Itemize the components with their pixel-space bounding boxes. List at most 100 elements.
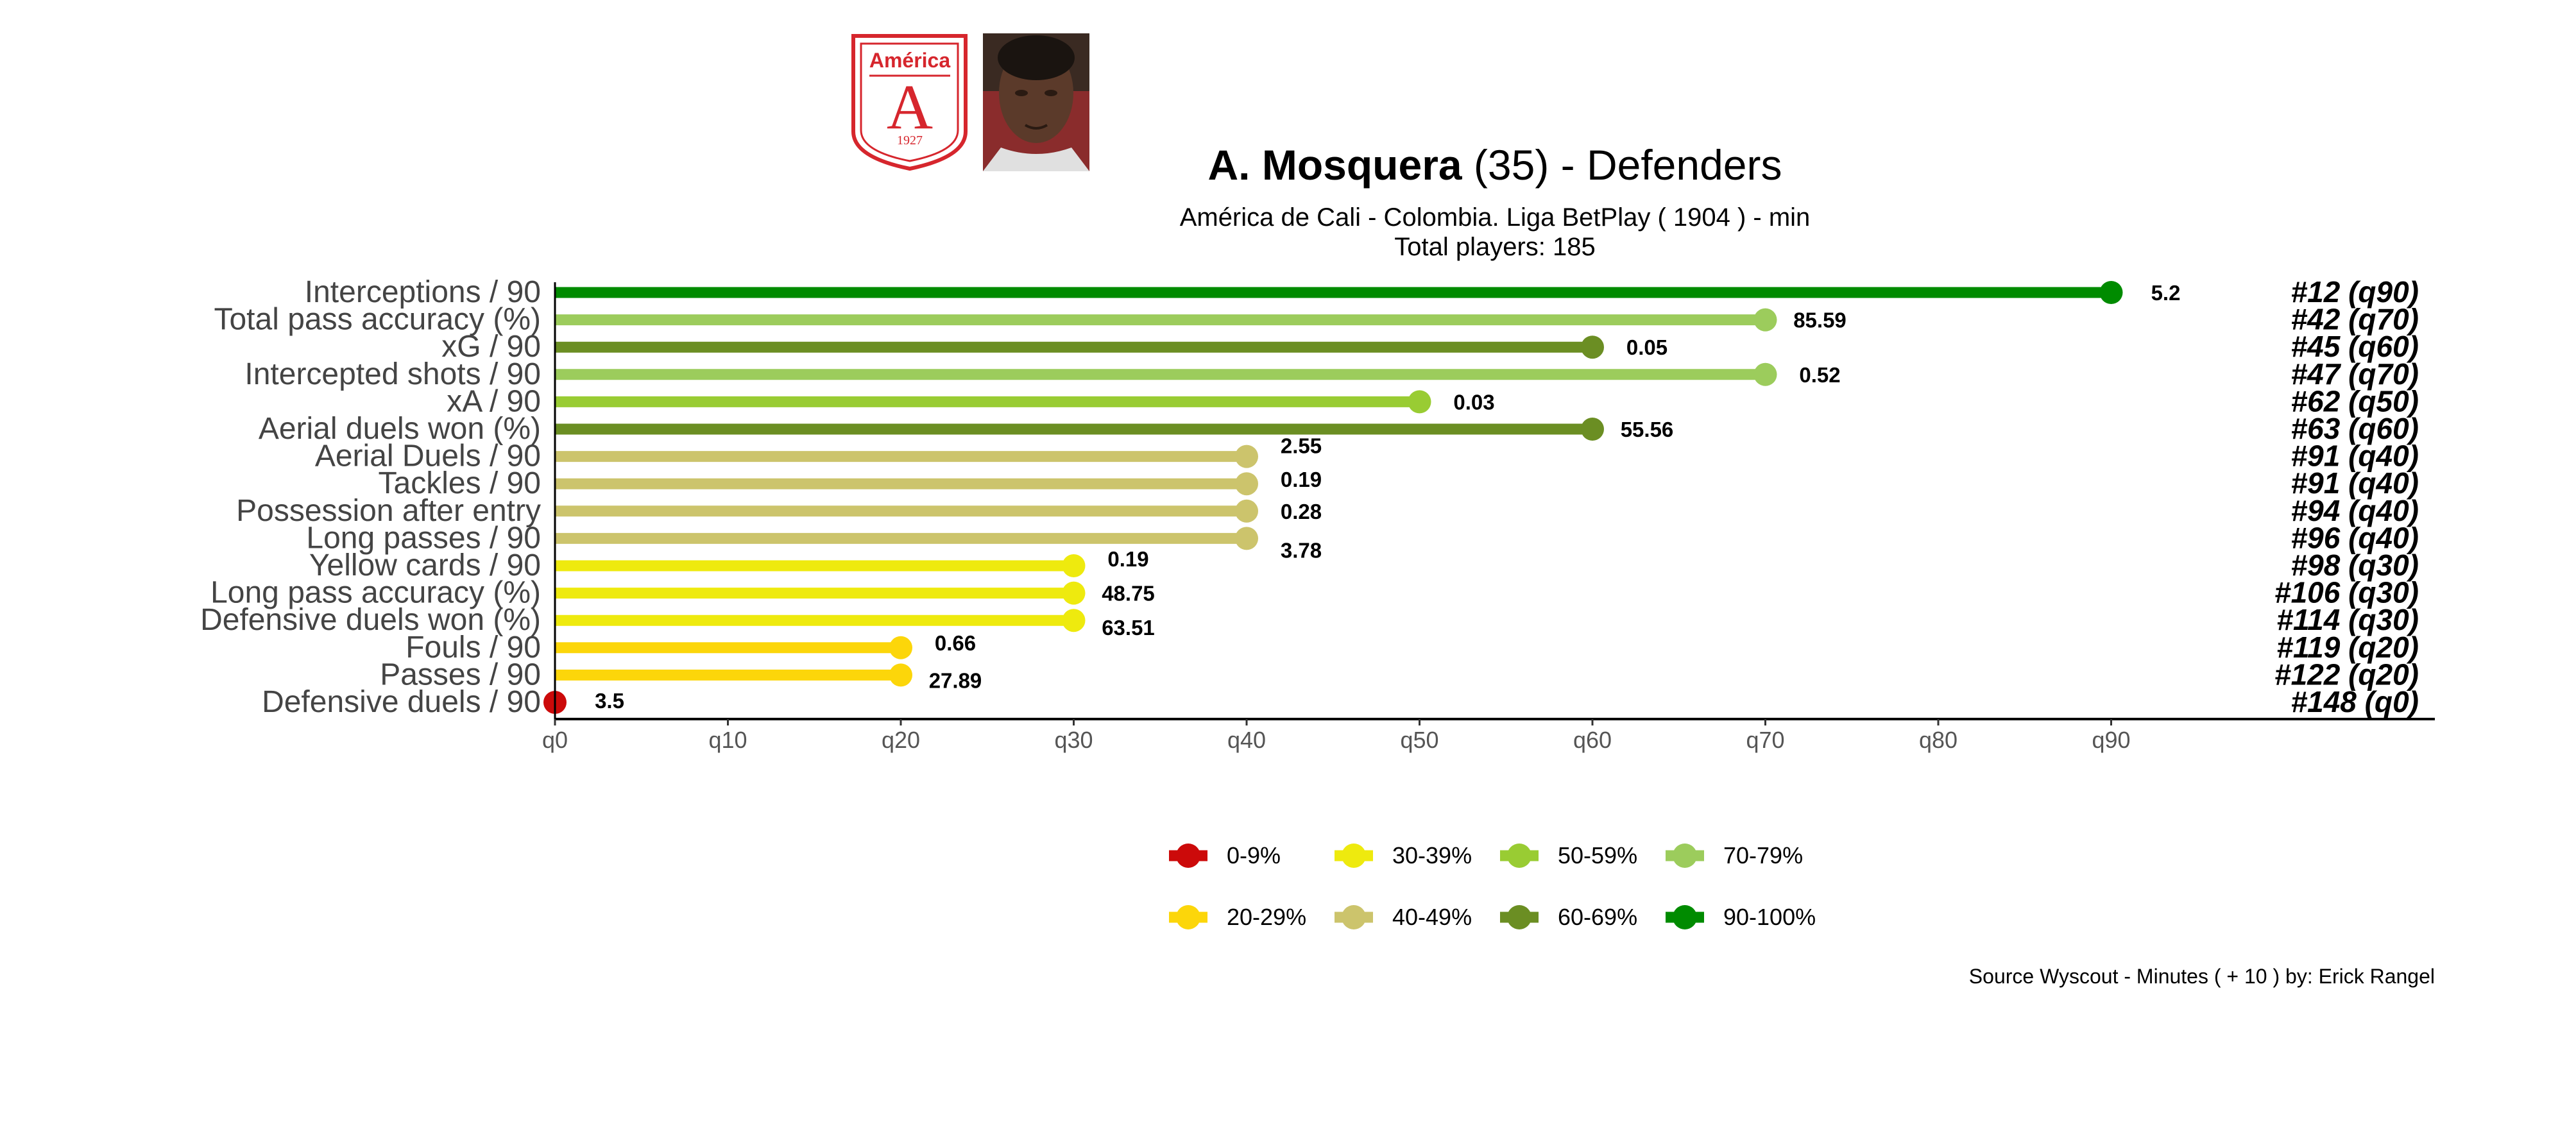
- value-label: 27.89: [929, 668, 982, 692]
- bar-endpoint: [889, 663, 912, 687]
- legend-label: 50-59%: [1558, 842, 1637, 869]
- bar-endpoint: [2099, 281, 2123, 304]
- legend-label: 40-49%: [1392, 904, 1472, 930]
- legend-swatch-dot: [1673, 844, 1697, 868]
- legend-swatch-dot: [1507, 905, 1531, 929]
- x-tick-label: q20: [882, 727, 920, 753]
- category-label: xA / 90: [447, 384, 541, 418]
- bar-endpoint: [1408, 390, 1431, 414]
- category-label: Long pass accuracy (%): [210, 576, 541, 610]
- rank-label: #94 (q40): [2291, 494, 2419, 527]
- value-label: 3.78: [1281, 538, 1322, 562]
- legend-swatch-dot: [1342, 844, 1366, 868]
- x-tick-label: q40: [1227, 727, 1266, 753]
- category-label: Passes / 90: [380, 657, 541, 691]
- value-label: 3.5: [595, 689, 624, 713]
- bar-endpoint: [889, 636, 912, 659]
- bar-endpoint: [1062, 554, 1086, 577]
- value-label: 0.28: [1281, 500, 1322, 523]
- legend-label: 30-39%: [1392, 842, 1472, 869]
- crest-year: 1927: [897, 133, 923, 148]
- chart-subtitle: América de Cali - Colombia. Liga BetPlay…: [1180, 203, 1811, 232]
- rank-label: #122 (q20): [2274, 657, 2419, 691]
- legend-label: 90-100%: [1723, 904, 1816, 930]
- value-label: 0.19: [1107, 547, 1148, 571]
- x-tick-label: q30: [1054, 727, 1093, 753]
- rank-label: #119 (q20): [2276, 631, 2419, 664]
- bar-endpoint: [1581, 418, 1604, 441]
- total-players: Total players: 185: [1394, 233, 1596, 261]
- legend-label: 20-29%: [1227, 904, 1306, 930]
- value-label: 85.59: [1793, 309, 1847, 332]
- value-label: 0.19: [1281, 468, 1322, 491]
- category-label: Defensive duels / 90: [262, 685, 541, 719]
- x-tick-label: q10: [708, 727, 747, 753]
- rank-label: #62 (q50): [2291, 384, 2419, 418]
- rank-label: #148 (q0): [2291, 685, 2419, 718]
- category-label: xG / 90: [441, 330, 541, 364]
- club-crest-logo: América A 1927: [851, 34, 968, 171]
- legend: 0-9% 30-39% 50-59% 70-79% 20-29% 40-49% 60-69%…: [1169, 842, 1816, 930]
- rank-label: #12 (q90): [2291, 275, 2419, 309]
- value-label: 5.2: [2151, 281, 2181, 305]
- category-label: Aerial duels won (%): [259, 412, 541, 446]
- rank-label: #91 (q40): [2291, 466, 2419, 500]
- bar-endpoint: [1753, 308, 1777, 332]
- bar-endpoint: [1235, 445, 1258, 468]
- category-label: Tackles / 90: [379, 466, 541, 500]
- value-label: 0.05: [1626, 335, 1668, 359]
- legend-label: 0-9%: [1227, 842, 1281, 869]
- x-tick-label: q50: [1400, 727, 1438, 753]
- value-label: 48.75: [1102, 582, 1155, 606]
- rank-label: #114 (q30): [2276, 603, 2419, 636]
- category-label: Total pass accuracy (%): [214, 303, 541, 337]
- category-label: Fouls / 90: [405, 631, 541, 665]
- legend-swatch-dot: [1176, 905, 1200, 929]
- bar-endpoint: [1753, 362, 1777, 386]
- category-label: Interceptions / 90: [305, 275, 541, 309]
- rank-label: #98 (q30): [2291, 548, 2419, 582]
- x-tick-label: q80: [1919, 727, 1958, 753]
- bar-endpoint: [1581, 335, 1604, 359]
- bar-endpoint: [1062, 609, 1086, 632]
- x-tick-label: q60: [1573, 727, 1612, 753]
- rank-label: #63 (q60): [2291, 412, 2419, 445]
- legend-swatch-dot: [1176, 844, 1200, 868]
- category-label: Long passes / 90: [306, 521, 541, 555]
- rank-label: #96 (q40): [2291, 521, 2419, 554]
- legend-swatch-dot: [1673, 905, 1697, 929]
- x-tick-label: q90: [2092, 727, 2130, 753]
- plot-area: Interceptions / 90 5.2 #12 (q90) Total pass…: [200, 275, 2435, 753]
- legend-swatch-dot: [1342, 905, 1366, 929]
- legend-label: 70-79%: [1723, 842, 1803, 869]
- value-label: 63.51: [1102, 616, 1155, 640]
- rank-label: #106 (q30): [2274, 576, 2419, 609]
- value-label: 55.56: [1621, 418, 1674, 441]
- category-label: Defensive duels won (%): [200, 603, 541, 637]
- bar-endpoint: [1235, 499, 1258, 523]
- rank-label: #42 (q70): [2291, 303, 2419, 336]
- rank-label: #47 (q70): [2291, 357, 2419, 391]
- value-label: 0.52: [1799, 363, 1840, 387]
- value-label: 0.03: [1453, 390, 1494, 414]
- legend-swatch-dot: [1507, 844, 1531, 868]
- value-label: 0.66: [935, 631, 976, 655]
- rank-label: #45 (q60): [2291, 330, 2419, 363]
- player-photo: [983, 33, 1089, 171]
- category-label: Yellow cards / 90: [309, 548, 541, 582]
- chart-title: A. Mosquera (35) - Defenders: [1208, 141, 1782, 189]
- crest-letter: A: [887, 71, 933, 142]
- crest-name: América: [869, 49, 951, 72]
- category-label: Intercepted shots / 90: [244, 357, 541, 391]
- legend-label: 60-69%: [1558, 904, 1637, 930]
- category-label: Aerial Duels / 90: [315, 439, 541, 473]
- player-age-position: (35) - Defenders: [1462, 141, 1782, 189]
- bar-endpoint: [1062, 581, 1086, 605]
- bar-endpoint: [1235, 527, 1258, 550]
- x-tick-label: q0: [542, 727, 568, 753]
- value-label: 2.55: [1281, 434, 1322, 458]
- bar-endpoint: [1235, 472, 1258, 496]
- category-label: Possession after entry: [236, 494, 541, 528]
- x-tick-label: q70: [1746, 727, 1784, 753]
